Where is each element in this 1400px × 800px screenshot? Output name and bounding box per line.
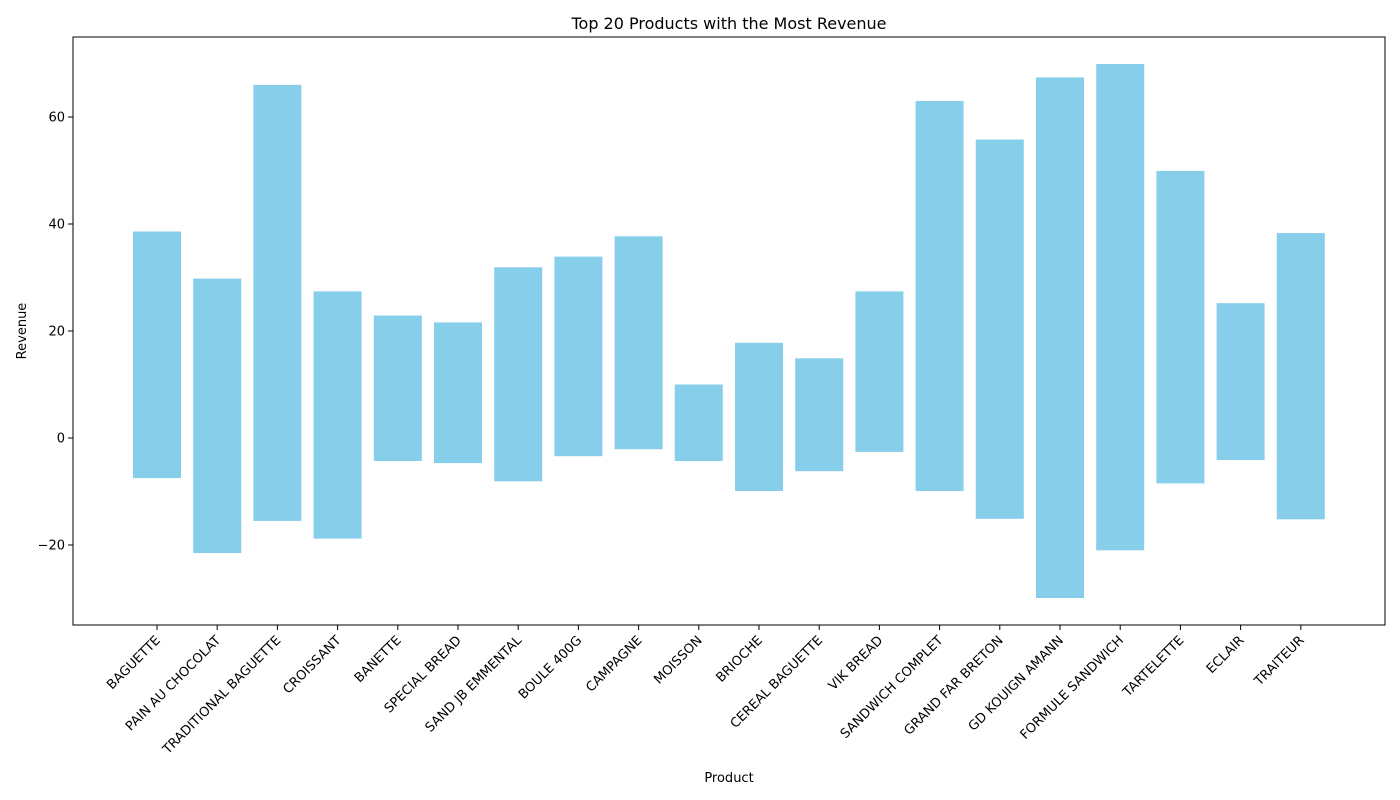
x-tick-label: TRADITIONAL BAGUETTE bbox=[159, 633, 284, 758]
x-tick-label: GRAND FAR BRETON bbox=[901, 633, 1006, 738]
x-tick-label: CAMPAGNE bbox=[583, 633, 645, 695]
x-tick-label: BRIOCHE bbox=[713, 633, 765, 685]
x-tick-label: BOULE 400G bbox=[516, 633, 585, 702]
bar-baguette bbox=[133, 231, 181, 479]
bar-sandwich-complet bbox=[915, 101, 964, 491]
bar-grand-far-breton bbox=[975, 139, 1024, 519]
bar-moisson bbox=[674, 384, 723, 461]
bar-brioche bbox=[735, 342, 783, 491]
y-axis-label: Revenue bbox=[15, 303, 30, 360]
y-tick-label: 60 bbox=[48, 111, 65, 126]
plot-frame bbox=[72, 36, 1386, 626]
x-tick-label: ECLAIR bbox=[1204, 633, 1248, 677]
x-tick-label: BANETTE bbox=[352, 633, 405, 686]
bars-group bbox=[133, 64, 1325, 598]
bar-campagne bbox=[614, 236, 663, 450]
bar-tartelette bbox=[1156, 171, 1205, 484]
bar-pain-au-chocolat bbox=[193, 278, 242, 554]
bar-croissant bbox=[313, 291, 362, 539]
x-tick-label: SANDWICH COMPLET bbox=[838, 633, 947, 742]
bar-formule-sandwich bbox=[1096, 64, 1145, 551]
y-tick-label: 0 bbox=[57, 432, 65, 447]
x-tick-label: CROISSANT bbox=[280, 633, 344, 697]
bar-gd-kouign-amann bbox=[1036, 77, 1084, 598]
y-tick-label: 20 bbox=[48, 325, 65, 340]
bar-cereal-baguette bbox=[795, 358, 844, 472]
x-tick-label: VIK BREAD bbox=[826, 633, 886, 693]
x-tick-label: BAGUETTE bbox=[104, 633, 164, 693]
bar-special-bread bbox=[434, 322, 482, 464]
bar-banette bbox=[373, 315, 422, 461]
x-tick-label: FORMULE SANDWICH bbox=[1018, 633, 1127, 742]
x-tick-label: MOISSON bbox=[651, 633, 705, 687]
bar-eclair bbox=[1216, 303, 1265, 460]
y-tick-label: −20 bbox=[38, 539, 65, 554]
x-axis-label: Product bbox=[704, 771, 753, 786]
bar-traiteur bbox=[1276, 233, 1325, 520]
bar-boule-400g bbox=[554, 256, 603, 457]
x-tick-label: TRAITEUR bbox=[1251, 633, 1307, 689]
x-tick-label: TARTELETTE bbox=[1120, 633, 1187, 700]
chart-title: Top 20 Products with the Most Revenue bbox=[570, 14, 886, 33]
y-axis-ticks: −20 0 20 40 60 bbox=[38, 111, 73, 554]
y-tick-label: 40 bbox=[48, 218, 65, 233]
bar-sand-jb-emmental bbox=[494, 267, 543, 482]
bar-vik-bread bbox=[855, 291, 904, 452]
bar-traditional-baguette bbox=[253, 84, 302, 521]
